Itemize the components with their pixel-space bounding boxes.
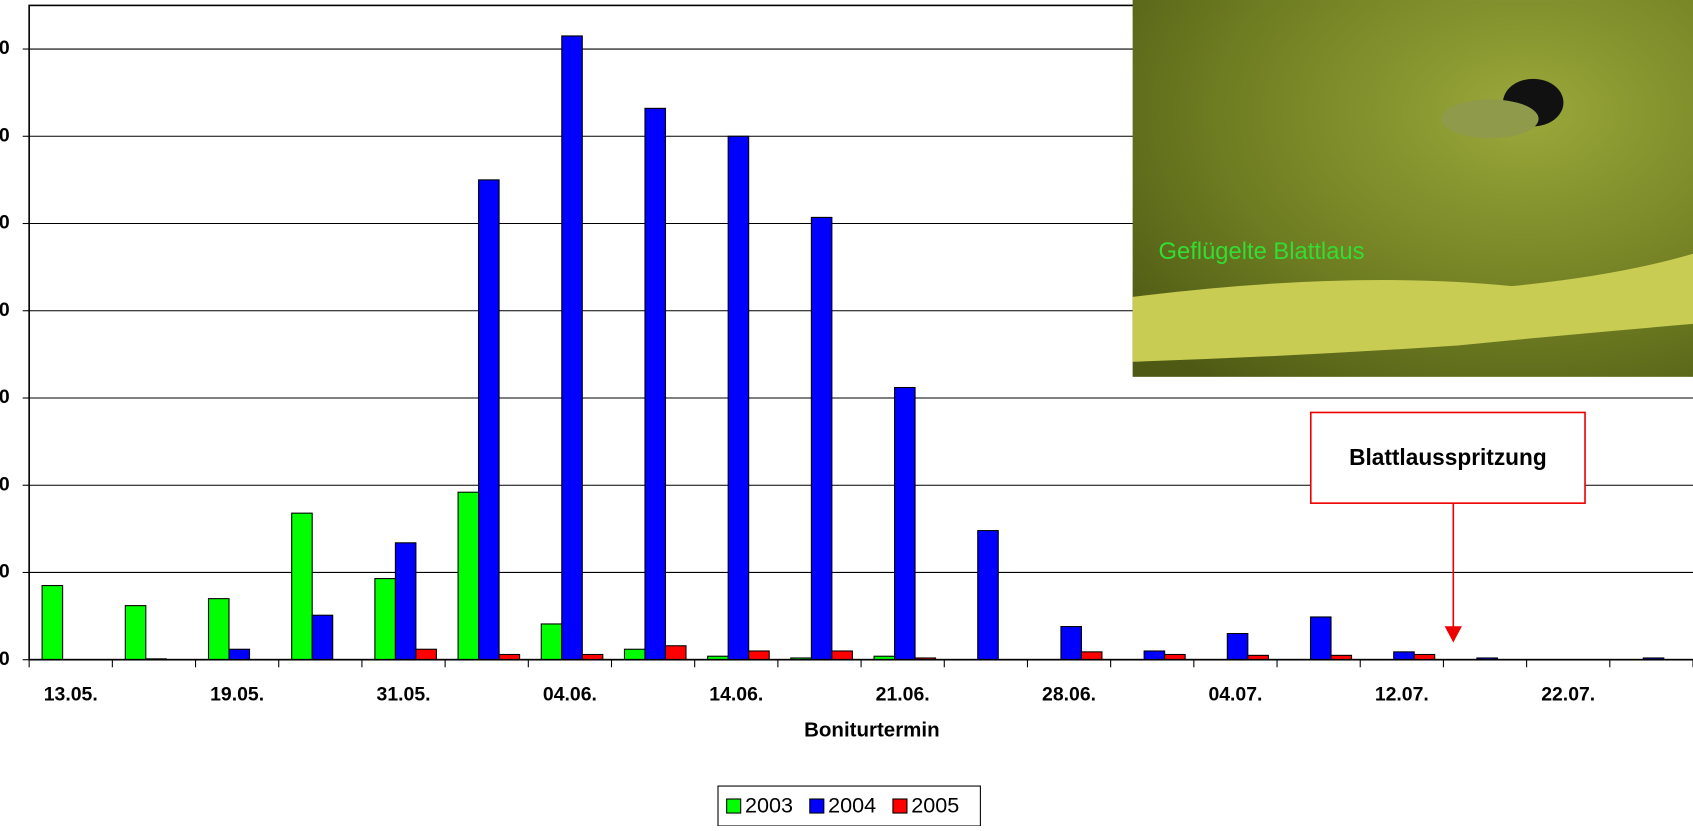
x-tick-label: 14.06. [709, 683, 763, 705]
annotation-text: Blattlausspritzung [1349, 444, 1547, 470]
bar [124, 605, 147, 661]
legend-swatch [726, 798, 742, 814]
bar [748, 650, 770, 661]
y-tick-label: 40 [0, 299, 10, 321]
x-tick-label: 04.06. [543, 683, 597, 705]
bar [457, 491, 480, 661]
bar [894, 386, 916, 661]
x-tick-label: 31.05. [377, 683, 431, 705]
bar [831, 650, 853, 661]
bar [1143, 650, 1166, 661]
x-tick-label: 19.05. [210, 683, 264, 705]
bar [228, 648, 251, 661]
x-tick-label: 13.05. [44, 683, 98, 705]
y-tick-label: 10 [0, 561, 10, 583]
y-tick-label: 50 [0, 212, 10, 234]
x-tick-label: 28.06. [1042, 683, 1096, 705]
annotation-box [1309, 411, 1586, 504]
annotation-arrowhead [1444, 626, 1462, 643]
bar [664, 645, 687, 661]
photo: Geflügelte Blattlaus [1132, 0, 1693, 377]
x-axis-title: Boniturtermin [804, 718, 940, 741]
bar [415, 648, 437, 661]
bar [540, 623, 563, 661]
y-tick-label: 30 [0, 386, 10, 408]
bar [1309, 616, 1332, 661]
bar [478, 179, 500, 661]
bar [810, 216, 833, 661]
x-tick-label: 21.06. [876, 683, 930, 705]
image-caption: Geflügelte Blattlaus [1159, 238, 1365, 265]
legend-swatch [809, 798, 825, 814]
x-tick-label: 22.07. [1541, 683, 1595, 705]
y-tick-label: 70 [0, 37, 10, 59]
photo-insect-body [1441, 99, 1539, 139]
bar [1080, 651, 1103, 661]
bar [644, 107, 667, 661]
legend-swatch [892, 798, 908, 814]
y-tick-label: 20 [0, 473, 10, 495]
bar [623, 648, 646, 661]
legend-label: 2005 [911, 792, 959, 817]
legend: 2003 2004 2005 [717, 785, 981, 827]
y-tick-label: 0 [0, 648, 10, 670]
bar [207, 598, 230, 661]
bar [311, 614, 334, 661]
bar [291, 512, 313, 661]
bar [1393, 651, 1415, 661]
photo-stem [1132, 253, 1693, 362]
annotation: Blattlausspritzung [1309, 411, 1586, 643]
legend-label: 2004 [828, 792, 876, 817]
bar [394, 542, 417, 661]
x-tick-label: 12.07. [1375, 683, 1429, 705]
bar [977, 530, 999, 661]
x-tick-label: 04.07. [1208, 683, 1262, 705]
y-tick-label: 60 [0, 124, 10, 146]
legend-label: 2003 [745, 792, 793, 817]
bar [1060, 626, 1082, 661]
bar [727, 135, 750, 661]
bar [1226, 633, 1249, 661]
bar [41, 585, 64, 661]
bar [374, 578, 396, 661]
bar [561, 35, 583, 661]
